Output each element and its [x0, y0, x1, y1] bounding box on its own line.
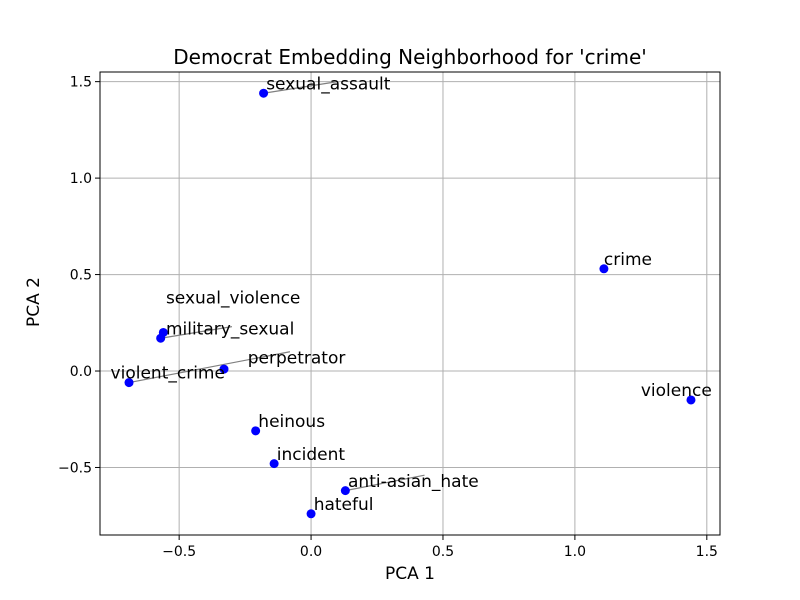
point-label-heinous: heinous — [258, 412, 325, 432]
point-perpetrator — [219, 364, 229, 374]
point-sexual_assault — [259, 88, 269, 98]
point-heinous — [251, 426, 261, 436]
point-violent_crime — [124, 378, 134, 388]
point-incident — [269, 459, 279, 469]
point-hateful — [306, 509, 316, 519]
point-label-sexual_assault: sexual_assault — [266, 74, 391, 94]
y-tick-label: 0.0 — [70, 364, 92, 380]
point-crime — [599, 264, 609, 274]
leader-lines — [128, 81, 425, 492]
leader-line — [345, 474, 425, 492]
y-tick-label: −0.5 — [58, 460, 92, 476]
point-label-crime: crime — [604, 250, 652, 270]
point-label-violent_crime: violent_crime — [111, 364, 225, 384]
x-tick-label: 0.0 — [300, 544, 322, 560]
x-tick-label: 1.0 — [564, 544, 586, 560]
point-label-hateful: hateful — [314, 495, 374, 515]
x-tick-label: 0.5 — [432, 544, 454, 560]
y-axis-title: PCA 2 — [24, 277, 44, 327]
leader-line — [263, 81, 338, 94]
y-tick-label: 1.0 — [70, 171, 92, 187]
y-tick-label: 0.5 — [70, 268, 92, 284]
point-label-sexual_violence: sexual_violence — [166, 289, 300, 309]
x-tick-label: −0.5 — [162, 544, 196, 560]
x-tick-label: 1.5 — [696, 544, 718, 560]
axis-ticks: −0.5 0.0 0.5 1.0 1.5 −0.5 0.0 0.5 1.0 1.5 — [58, 75, 718, 560]
plot-frame — [99, 71, 721, 536]
point-military_sexual — [156, 333, 166, 343]
point-label-incident: incident — [277, 445, 346, 465]
data-points — [124, 88, 696, 519]
leader-line — [128, 351, 291, 384]
x-axis-title: PCA 1 — [385, 564, 435, 584]
chart-title: Democrat Embedding Neighborhood for 'cri… — [173, 45, 647, 69]
leader-line — [160, 326, 233, 339]
y-tick-label: 1.5 — [70, 75, 92, 91]
grid-lines — [100, 72, 720, 535]
point-violence — [686, 395, 696, 405]
point-label-violence: violence — [641, 381, 712, 401]
point-label-perpetrator: perpetrator — [248, 348, 346, 368]
point-label-anti-asian_hate: anti-asian_hate — [348, 472, 479, 492]
point-anti-asian_hate — [340, 486, 350, 496]
point-label-military_sexual: military_sexual — [166, 319, 294, 339]
